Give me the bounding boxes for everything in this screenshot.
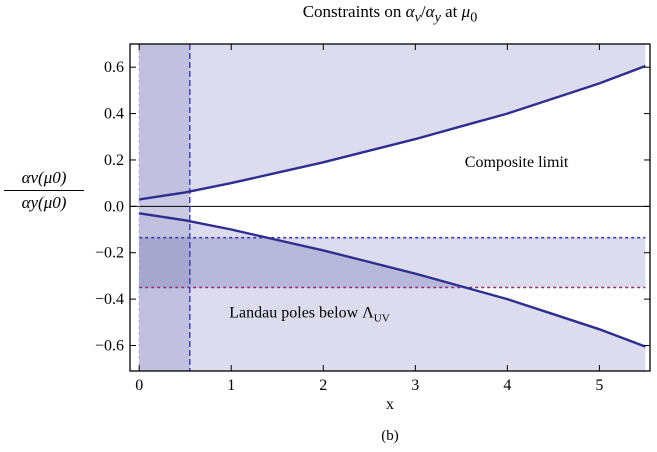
landau-label-prefix: Landau poles below: [229, 305, 362, 322]
landau-label-sub: UV: [374, 313, 390, 325]
title-alpha-y: α: [425, 2, 435, 21]
reference-lines: [130, 44, 650, 371]
y-tick-label: 0.6: [104, 59, 124, 76]
title-alpha-v-sub: v: [414, 9, 421, 26]
chart-title: Constraints on αv/αy at μ0: [130, 2, 650, 26]
y-axis-label-denominator: αy(μ0): [21, 193, 67, 212]
x-axis-label: x: [386, 396, 394, 413]
title-alpha-y-sub: y: [434, 9, 441, 26]
series-group: [139, 64, 646, 348]
title-slash: /: [420, 2, 426, 21]
y-axis-label-numerator: αv(μ0): [4, 168, 84, 191]
vertical-band-overlap: [139, 237, 190, 288]
title-mu: μ: [461, 2, 471, 21]
composite-region: [139, 44, 646, 200]
landau-label-lambda: Λ: [362, 305, 374, 322]
y-tick-label: 0.4: [104, 106, 124, 123]
title-prefix: Constraints on: [302, 2, 406, 21]
figure-caption: (b): [381, 428, 399, 444]
y-axis-label: αv(μ0) αy(μ0): [4, 168, 84, 213]
tick-group: 0 1 2 3 4 5 −0.6 −0.4 −0.2 0.0 0.2 0.4 0.6: [95, 44, 650, 394]
y-tick-label: −0.6: [95, 337, 124, 354]
x-tick-label: 0: [135, 377, 143, 394]
plot-frame: [129, 43, 651, 372]
title-alpha-v: α: [405, 2, 415, 21]
x-tick-label: 3: [411, 377, 419, 394]
y-tick-label: 0.0: [104, 198, 124, 215]
band-overlap: [139, 237, 466, 288]
y-tick-label: 0.2: [104, 152, 124, 169]
x-tick-label: 2: [319, 377, 327, 394]
x-tick-label: 1: [227, 377, 235, 394]
series-line-0: [139, 64, 646, 201]
vertical-band: [139, 44, 190, 371]
title-at: at: [440, 2, 462, 21]
y-tick-label: −0.4: [95, 291, 124, 308]
landau-poles-label: Landau poles below ΛUV: [229, 305, 389, 325]
title-mu-sub: 0: [470, 9, 478, 26]
x-tick-label: 5: [595, 377, 603, 394]
series-line-1: [139, 212, 646, 348]
plot-border: [129, 43, 651, 372]
x-tick-label: 4: [503, 377, 511, 394]
shaded-regions: [139, 44, 646, 371]
y-tick-label: −0.2: [95, 245, 124, 262]
composite-limit-label: Composite limit: [465, 154, 569, 171]
